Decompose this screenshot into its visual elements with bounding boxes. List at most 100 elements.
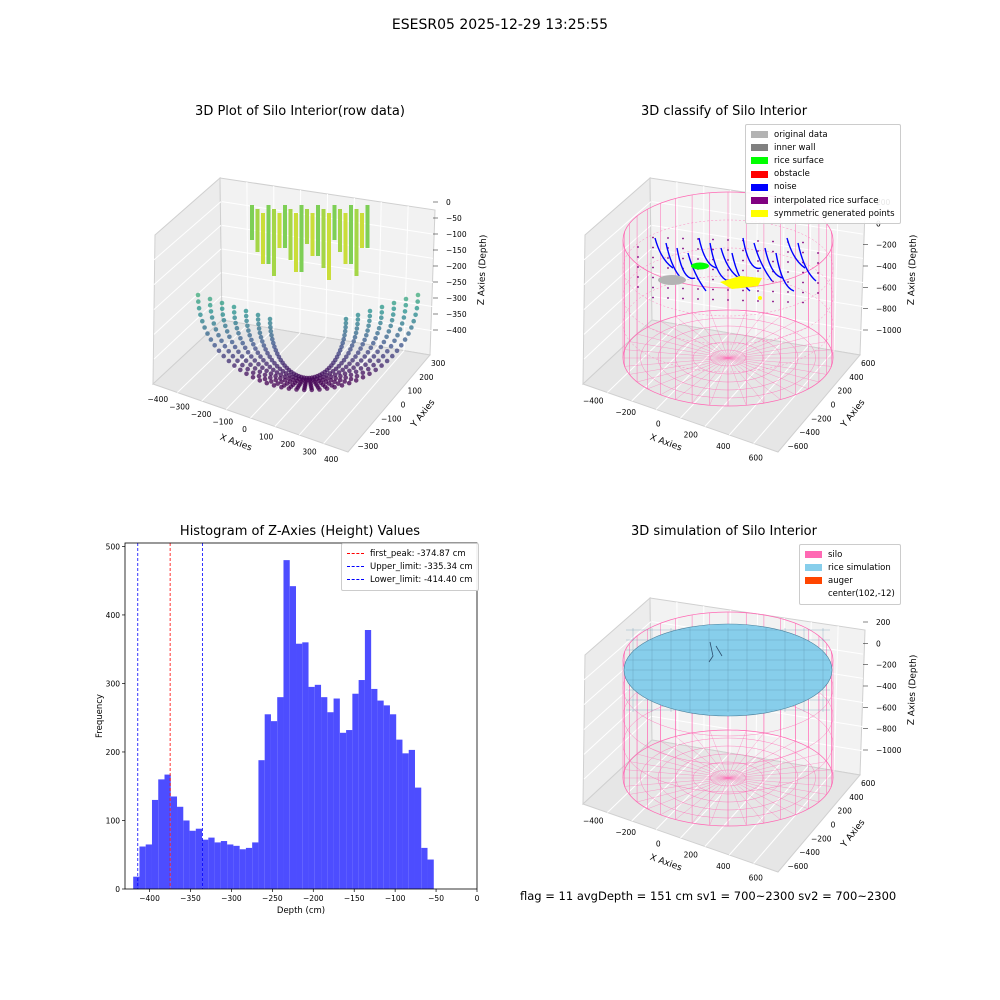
p1-scan-point (395, 332, 400, 338)
legend-entry: inner wall (751, 141, 895, 154)
p2-rice-surface-points (691, 262, 709, 270)
p2-interp-point (772, 290, 774, 293)
p1-scan-point (238, 367, 243, 373)
legend-line-swatch (347, 553, 364, 555)
p1-scan-point (351, 339, 356, 344)
legend-entry: silo (805, 548, 895, 561)
p4-silo-spoke (629, 761, 729, 779)
p1-grid-line (225, 332, 301, 410)
p1-xtick-label: 100 (259, 433, 274, 442)
p2-interp-point (667, 287, 669, 289)
p1-scan-point (200, 318, 205, 324)
legend-label: rice surface (774, 155, 824, 166)
p3-bar (145, 844, 152, 889)
p3-xtick-label: 0 (475, 894, 480, 903)
legend-entry: interpolated rice surface (751, 194, 895, 207)
p1-scan-point (352, 334, 358, 340)
p3-bar (314, 684, 322, 889)
p1-scan-point (267, 364, 273, 370)
p2-silo-spoke (647, 327, 729, 359)
p4-ytick-label: 0 (831, 821, 836, 830)
p1-scan-fan (283, 205, 287, 248)
p3-bar (346, 730, 353, 889)
p3-bar (364, 630, 372, 889)
p1-scan-point (250, 370, 256, 376)
p2-ztick-label: −1000 (876, 326, 902, 335)
p1-scan-point (392, 338, 397, 344)
legend-line-swatch (347, 566, 364, 568)
p1-scan-fan (277, 213, 282, 248)
legend-entry: center(102,-12) (805, 588, 895, 601)
p2-interp-point (727, 269, 729, 271)
p1-scan-point (282, 377, 288, 383)
p1-scan-point (360, 342, 365, 347)
p1-scan-point (245, 366, 250, 372)
p2-noise-arc (698, 237, 718, 269)
p2-noise-arc (676, 247, 696, 280)
p1-scan-point (354, 326, 360, 331)
p1-scan-point (376, 358, 381, 364)
p3-bar (245, 847, 253, 889)
p1-scan-fan (261, 213, 265, 264)
p4-ztick-label: 0 (876, 639, 881, 648)
p2-silo-spoke (727, 357, 819, 383)
p1-scan-point (362, 337, 367, 343)
p1-ztick-label: −150 (446, 246, 467, 255)
p2-grid-line (583, 272, 652, 335)
p4-silo-spoke (727, 741, 796, 779)
p1-scan-point (256, 373, 262, 379)
p2-interp-point (697, 248, 699, 250)
legend-entry: rice simulation (805, 561, 895, 574)
p1-scan-point (379, 363, 384, 368)
p1-scan-point (224, 329, 230, 334)
p2-interp-point (817, 252, 819, 254)
p3-bar (427, 859, 434, 889)
p3-xtick-label: −200 (303, 894, 324, 903)
p1-scan-point (232, 315, 237, 320)
legend-label: inner wall (774, 142, 816, 153)
p4-silo-spoke (727, 777, 819, 803)
p1-scan-point (355, 350, 361, 355)
p1-scan-point (342, 379, 347, 384)
legend-line-swatch (347, 579, 364, 581)
p1-scan-point (337, 377, 343, 383)
p1-xtick-label: −100 (213, 417, 234, 426)
p2-silo-spoke (709, 310, 729, 359)
p2-interp-point (667, 267, 669, 269)
legend-swatch (751, 144, 768, 152)
p3-bar (208, 837, 215, 889)
p1-scan-point (205, 331, 210, 336)
p1-scan-point (267, 354, 272, 360)
p1-scan-point (233, 320, 238, 326)
p1-grid-line (323, 350, 405, 444)
p2-ztick-label: −800 (876, 305, 897, 314)
p1-scan-point (333, 376, 338, 381)
p1-scan-point (347, 368, 352, 374)
legend-entry: Lower_limit: -414.40 cm (347, 573, 473, 586)
p4-xtick-label: 600 (749, 873, 764, 882)
p1-scan-point (249, 354, 254, 359)
p1-scan-point (220, 312, 226, 317)
p2-interp-point (757, 300, 759, 302)
p1-scan-point (371, 362, 376, 368)
p1-scan-point (260, 339, 265, 344)
p1-scan-point (373, 336, 378, 341)
p1-scan-point (216, 332, 221, 338)
p1-scan-point (273, 348, 279, 353)
p1-scan-point (269, 333, 274, 338)
p2-silo-spoke (637, 333, 729, 359)
p2-ytick-label: 400 (849, 373, 864, 382)
p2-interp-point (802, 271, 804, 274)
p2-interp-point (652, 296, 654, 299)
p2-interp-point (667, 297, 669, 299)
p1-scan-fan (360, 213, 364, 248)
p1-scan-point (269, 379, 274, 384)
p2-interp-point (637, 266, 639, 268)
p2-grid-line (704, 341, 783, 427)
p1-scan-point (353, 378, 359, 383)
legend-swatch (805, 577, 822, 585)
p1-scan-point (389, 318, 395, 323)
p2-silo-hoop (622, 219, 834, 317)
p1-scan-fan (365, 205, 370, 248)
p3-bar (239, 849, 246, 889)
